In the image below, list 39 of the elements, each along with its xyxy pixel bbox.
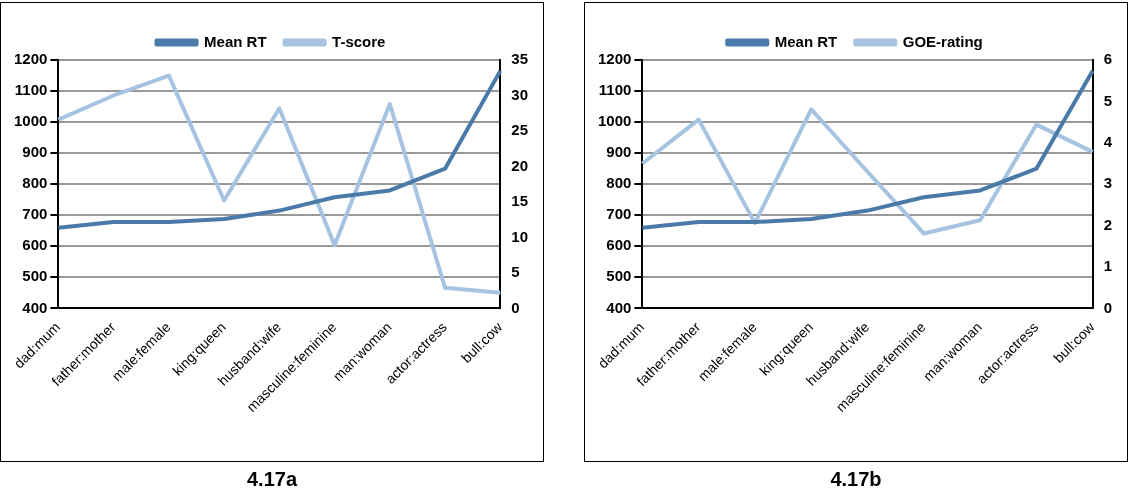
y-tick-label: 800 [606,174,632,192]
y2-tick-label: 25 [511,121,528,139]
y2-tick-label: 15 [511,192,528,210]
y-tick-label: 800 [22,174,48,192]
y-tick-label: 400 [606,298,632,316]
y2-tick-label: 20 [511,156,528,174]
legend-label: Mean RT [204,32,267,50]
legend-label: T-score [332,32,386,50]
y-tick-label: 900 [606,143,632,161]
y2-tick-label: 10 [511,227,528,245]
legend-label: GOE-rating [902,32,983,50]
y2-tick-label: 4 [1103,132,1113,150]
y2-tick-label: 5 [511,263,520,281]
legend-label: Mean RT [774,32,838,50]
y-tick-label: 900 [22,143,48,161]
y-tick-label: 500 [606,267,632,285]
y2-tick-label: 3 [1103,174,1112,192]
y-tick-label: 700 [22,205,48,223]
text: 4.17b [829,468,883,491]
y-tick-label: 600 [22,236,48,254]
y2-tick-label: 1 [1103,257,1112,275]
y2-tick-label: 0 [511,298,520,316]
y-tick-label: 700 [606,205,632,223]
y2-tick-label: 2 [1103,215,1112,233]
y-tick-label: 1200 [597,50,632,68]
y-tick-label: 500 [22,267,48,285]
y-tick-label: 400 [22,298,48,316]
y-tick-label: 1100 [598,81,632,99]
y-tick-label: 600 [606,236,632,254]
y-tick-label: 1000 [13,112,48,130]
y2-tick-label: 6 [1103,50,1112,68]
y-tick-label: 1000 [597,112,632,130]
y2-tick-label: 5 [1103,91,1112,109]
y2-tick-label: 30 [511,85,528,103]
y2-tick-label: 0 [1103,298,1112,316]
text: 4.17a [245,468,299,491]
y-tick-label: 1200 [13,50,48,68]
y2-tick-label: 35 [511,50,528,68]
y-tick-label: 1100 [14,81,48,99]
